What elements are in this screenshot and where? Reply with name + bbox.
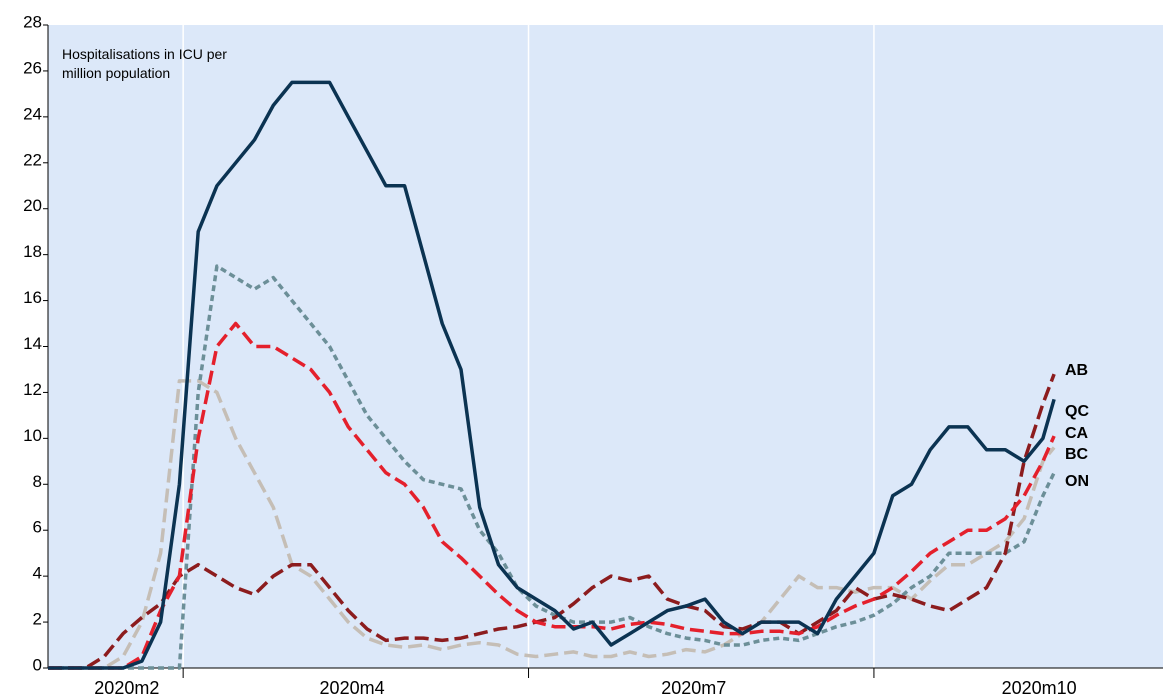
y-tick-label: 4 <box>33 564 42 583</box>
y-tick-label: 16 <box>23 288 42 307</box>
y-tick-label: 8 <box>33 472 42 491</box>
annotation-line: Hospitalisations in ICU per <box>62 46 227 62</box>
line-on <box>48 264 1056 670</box>
y-tick-label: 18 <box>23 242 42 261</box>
legend-label: AB <box>1065 362 1088 379</box>
legend-label: ON <box>1065 473 1089 490</box>
annotation-line: million population <box>62 65 170 81</box>
y-tick-label: 10 <box>23 426 42 445</box>
line-qc <box>48 80 1056 670</box>
y-tick-label: 20 <box>23 196 42 215</box>
x-tick-label: 2020m10 <box>1002 678 1077 698</box>
y-tick-label: 28 <box>23 12 42 31</box>
legend-label: BC <box>1065 446 1089 463</box>
y-tick-label: 14 <box>23 334 42 353</box>
line-ab <box>48 373 1056 670</box>
y-tick-label: 12 <box>23 380 42 399</box>
y-tick-label: 2 <box>33 610 42 629</box>
x-tick-label: 2020m7 <box>661 678 726 698</box>
legend-label: CA <box>1065 425 1089 442</box>
x-tick-label: 2020m2 <box>94 678 159 698</box>
legend-label: QC <box>1065 403 1089 420</box>
y-tick-label: 24 <box>23 104 42 123</box>
line-ca <box>48 321 1056 670</box>
line-bc <box>48 379 1056 670</box>
annotation: Hospitalisations in ICU per million popul… <box>62 46 227 81</box>
y-tick-label: 6 <box>33 518 42 537</box>
y-tick-label: 26 <box>23 58 42 77</box>
y-tick-label: 0 <box>33 655 42 674</box>
y-tick-label: 22 <box>23 150 42 169</box>
x-tick-label: 2020m4 <box>320 678 385 698</box>
